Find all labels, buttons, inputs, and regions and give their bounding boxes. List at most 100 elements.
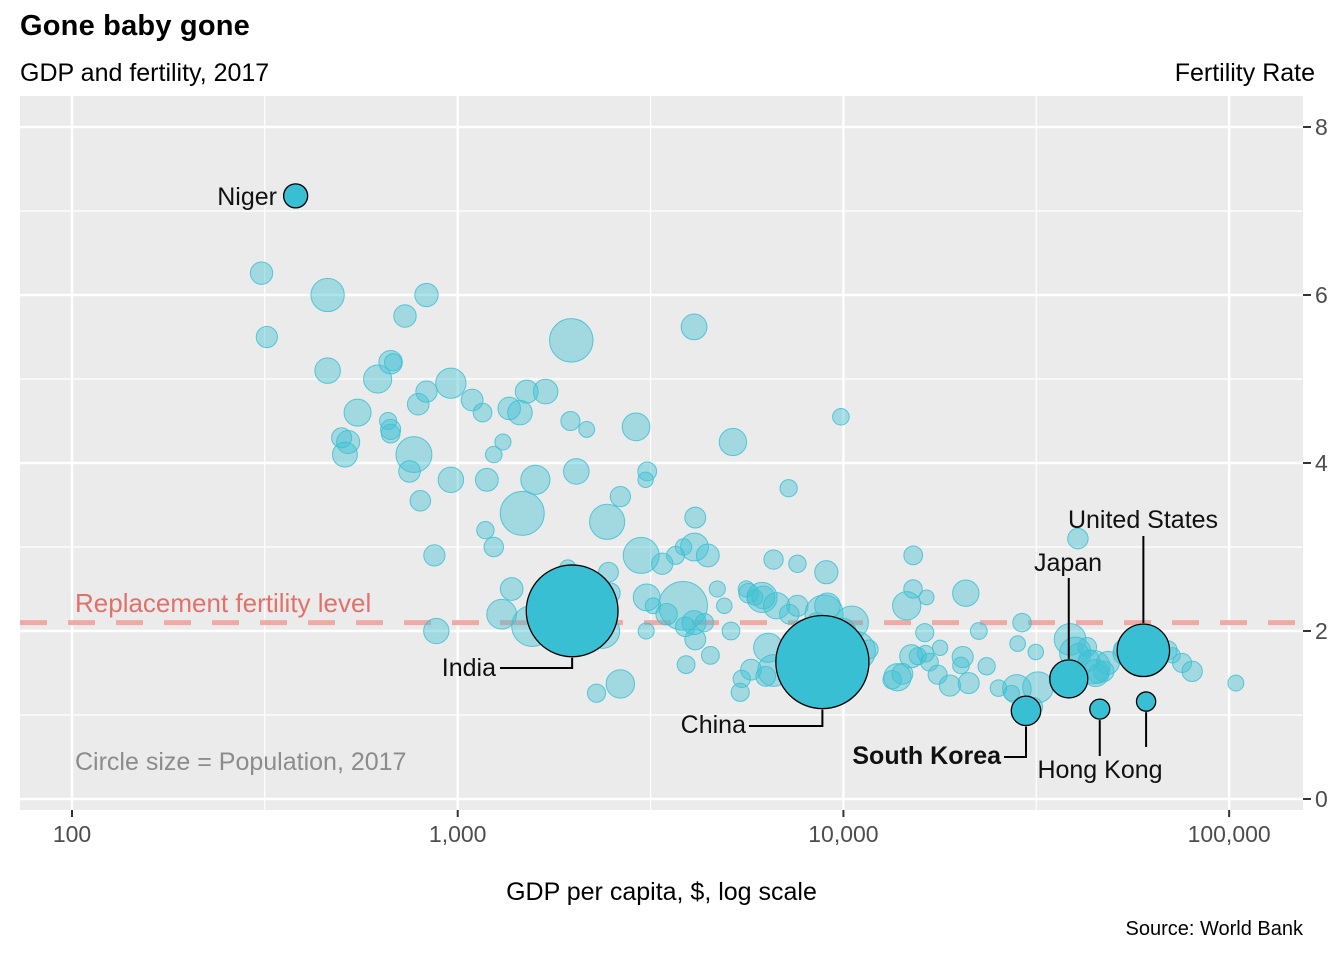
bubble-zambia xyxy=(514,379,539,404)
replacement-line-label: Replacement fertility level xyxy=(75,588,372,618)
bubble-turkmenistan xyxy=(763,549,784,570)
bubble-israel xyxy=(1067,527,1089,550)
bubble-kuwait xyxy=(1012,612,1032,633)
bubble-hong-kong xyxy=(1089,698,1111,720)
country-label-china: China xyxy=(680,711,746,739)
size-legend-note: Circle size = Population, 2017 xyxy=(75,748,407,776)
bubble-gambia xyxy=(383,353,403,372)
bubble-congo-rep- xyxy=(560,410,581,432)
bubble-yemen xyxy=(437,466,465,494)
bubble-mongolia xyxy=(666,545,685,565)
bubble-bahamas xyxy=(1027,643,1045,661)
bubble-suriname xyxy=(746,588,764,606)
leader-line-china xyxy=(749,709,824,727)
bubble-cote-d-ivoire xyxy=(532,378,559,405)
bubble-comoros xyxy=(494,433,512,451)
bubble-gabon xyxy=(779,479,798,498)
bubble-albania xyxy=(701,645,720,665)
axis-ticks xyxy=(71,126,1311,817)
bubble-south-korea xyxy=(1010,695,1042,727)
bubble-saudi-arabia xyxy=(952,579,980,607)
bubble-tajikistan xyxy=(409,490,432,512)
source-note: Source: World Bank xyxy=(1125,918,1304,940)
bubble-philippines xyxy=(622,536,660,574)
bubble-ghana xyxy=(563,458,590,485)
bubble-cambodia xyxy=(499,577,524,601)
bubble-uruguay xyxy=(915,623,935,643)
bubble-haiti xyxy=(423,544,446,567)
bubble-moldova xyxy=(586,683,607,703)
country-label-niger: Niger xyxy=(217,183,277,211)
bubble-luxembourg xyxy=(1227,674,1245,692)
bubble-japan xyxy=(1049,659,1089,699)
bubble-equatorial-guinea xyxy=(832,407,850,426)
leader-line-south-korea xyxy=(1004,726,1027,758)
country-label-japan: Japan xyxy=(1033,549,1103,577)
bubble-bosnia-and-herzegovina xyxy=(730,682,750,702)
x-tick-label-10,000: 10,000 xyxy=(808,821,879,847)
bubble-guinea-bissau xyxy=(379,411,398,431)
bubble-ukraine xyxy=(605,669,636,699)
bubble-guinea xyxy=(406,392,430,416)
bubble-cameroon xyxy=(507,399,533,426)
bubble-angola xyxy=(680,313,708,341)
bubble-chad xyxy=(393,304,417,328)
bubble-finland xyxy=(1087,663,1109,684)
bubble-pakistan xyxy=(499,490,545,536)
bubble-nepal xyxy=(423,617,450,645)
bubble-croatia xyxy=(882,669,902,690)
gridlines xyxy=(20,96,1303,810)
country-label-south-korea: South Korea xyxy=(852,742,1001,770)
y-tick-label-0: 0 xyxy=(1315,786,1328,812)
bubble-guyana xyxy=(708,580,726,598)
bubble-papua-new-guinea xyxy=(609,485,631,508)
bubble-malta xyxy=(1003,684,1020,702)
bubble-uganda xyxy=(363,364,393,394)
bubble-slovenia xyxy=(977,657,996,676)
highlighted-bubble-layer xyxy=(282,183,1171,727)
plot-panel xyxy=(20,96,1303,810)
x-axis-title: GDP per capita, $, log scale xyxy=(506,878,817,906)
bubble-madagascar xyxy=(331,441,358,468)
bubble-vanuatu xyxy=(637,471,654,488)
bubble-azerbaijan xyxy=(684,628,707,651)
bubble-greece xyxy=(938,674,961,697)
x-tick-label-100,000: 100,000 xyxy=(1187,821,1271,847)
bubble-switzerland xyxy=(1181,660,1203,683)
bubble-malawi xyxy=(336,429,361,455)
bubble-dominican-republic xyxy=(786,594,809,617)
bubble-kazakhstan xyxy=(814,560,839,585)
bubble-niger xyxy=(282,183,309,209)
chart-subtitle: GDP and fertility, 2017 xyxy=(20,59,270,87)
y-axis-title: Fertility Rate xyxy=(1174,59,1315,87)
bubble-slovakia xyxy=(927,664,948,685)
y-tick-label-4: 4 xyxy=(1315,450,1328,476)
x-tick-label-1,000: 1,000 xyxy=(428,821,487,847)
leader-lines xyxy=(500,536,1148,758)
bubble-lesotho xyxy=(476,521,495,540)
bubble-indonesia xyxy=(658,580,708,631)
bubble-jordan xyxy=(684,506,707,529)
bubble-bahrain xyxy=(969,622,988,640)
bubble-mozambique xyxy=(314,357,341,384)
bubble-solomon-islands xyxy=(578,420,596,438)
bubble-armenia xyxy=(676,655,696,675)
bubble-jamaica xyxy=(721,621,741,641)
bubble-nigeria xyxy=(549,318,594,363)
country-label-hong-kong: Hong Kong xyxy=(1037,756,1163,784)
bubble-egypt xyxy=(589,503,626,540)
bubble-congo-dem-rep- xyxy=(310,277,345,313)
bubble-senegal xyxy=(497,396,521,421)
bubble-sudan xyxy=(621,412,651,442)
bubble-serbia xyxy=(755,665,777,687)
bubble-seychelles xyxy=(918,589,935,606)
bubble-benin xyxy=(415,380,438,403)
bubble-peru xyxy=(762,592,791,620)
bubble-botswana xyxy=(788,554,807,574)
bubble-fiji xyxy=(737,580,755,598)
bubble-china xyxy=(775,614,870,710)
bubble-burundi xyxy=(255,325,278,349)
y-tick-label-6: 6 xyxy=(1315,282,1328,308)
